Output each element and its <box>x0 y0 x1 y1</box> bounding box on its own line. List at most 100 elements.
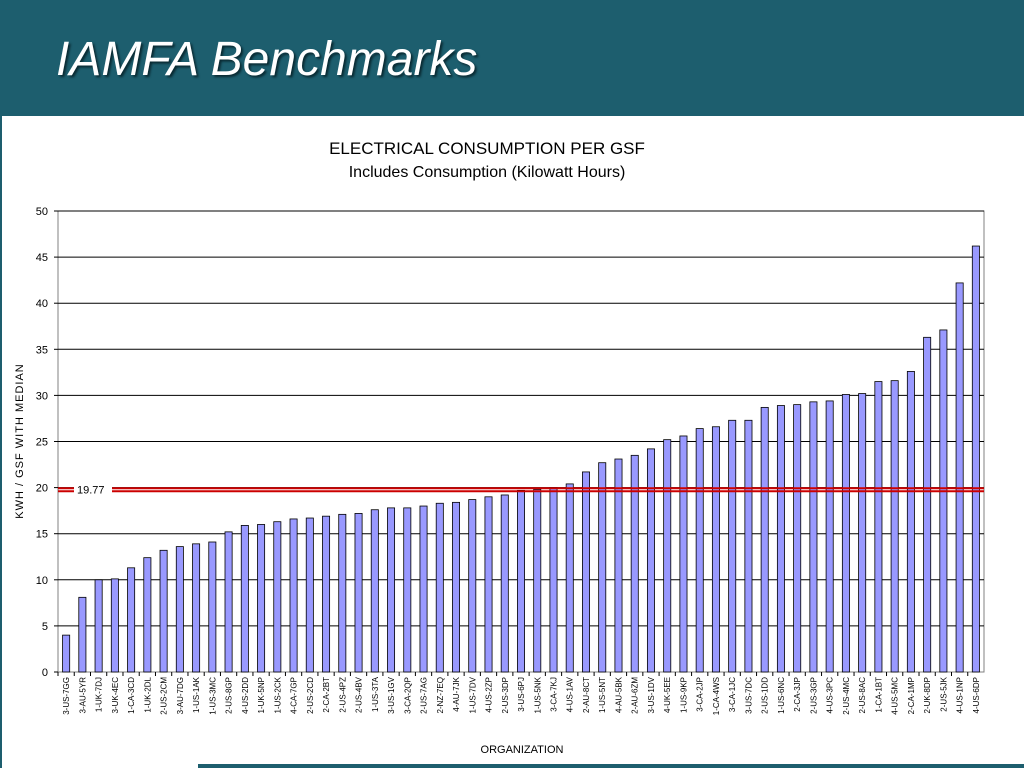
x-tick-label: 3-US-7DC <box>744 677 753 714</box>
x-tick-label: 2-UK-8DP <box>923 677 932 713</box>
x-tick-label: 1-UK-7DJ <box>95 677 104 712</box>
bar-1-CA-1BT <box>874 381 883 673</box>
x-tick-label: 1-US-5NK <box>533 676 542 713</box>
bar-4-US-2DD <box>240 525 249 673</box>
x-tick-label: 4-CA-7GP <box>290 677 299 714</box>
x-tick-label: 2-AU-6ZM <box>631 677 640 714</box>
x-tick-label: 4-US-1NP <box>956 677 965 713</box>
bar-4-AU-5BK <box>614 458 623 673</box>
x-tick-label: 1-US-3MC <box>208 677 217 715</box>
bar-3-US-6PJ <box>517 489 525 673</box>
x-tick-label: 1-US-3TA <box>371 676 380 712</box>
x-tick-label: 1-UK-5NP <box>257 677 266 713</box>
bar-2-US-4PZ <box>338 513 347 673</box>
left-rule <box>0 116 2 768</box>
bar-3-CA-2QP <box>403 507 412 673</box>
x-tick-label: 1-US-5NT <box>598 677 607 713</box>
x-tick-label: 2-US-2CM <box>160 677 169 715</box>
bar-3-US-1GV <box>387 507 396 673</box>
median-label: 19.77 <box>77 485 105 497</box>
x-tick-label: 3-US-1DV <box>647 676 656 713</box>
chart-title: ELECTRICAL CONSUMPTION PER GSF <box>329 139 645 158</box>
bar-1-UK-2DL <box>143 557 152 673</box>
bar-2-US-3GP <box>809 401 818 673</box>
bar-2-US-5JK <box>939 329 948 673</box>
bar-1-CA-4WS <box>711 426 720 673</box>
slide-header: IAMFA Benchmarks <box>0 0 1024 116</box>
x-tick-label: 4-US-5MC <box>891 677 900 715</box>
x-tick-label: 2-US-1DD <box>761 677 770 714</box>
bar-1-US-7DV <box>468 499 477 673</box>
bottom-rule <box>198 764 1024 768</box>
bar-2-CA-3JP <box>793 404 802 673</box>
bar-2-CA-2BT <box>322 515 331 673</box>
bar-2-US-8GP <box>224 531 233 673</box>
x-tick-label: 2-US-8AC <box>858 677 867 714</box>
bar-4-US-3PC <box>825 400 834 673</box>
x-tick-label: 2-US-3GP <box>809 677 818 714</box>
x-tick-label: 2-CA-1MP <box>907 677 916 714</box>
bar-2-US-2CD <box>305 517 314 673</box>
x-tick-label: 1-CA-4WS <box>712 677 721 715</box>
x-tick-label: 3-CA-2QP <box>403 677 412 714</box>
bar-1-US-6NC <box>776 405 785 673</box>
y-tick-label: 35 <box>36 344 48 356</box>
x-tick-label: 4-AU-5BK <box>614 676 623 713</box>
bar-2-AU-8CT <box>582 471 590 673</box>
x-tick-label: 2-CA-3JP <box>793 677 802 712</box>
bar-1-CA-3CD <box>127 567 136 673</box>
bar-1-US-5NT <box>598 462 607 673</box>
y-tick-label: 50 <box>36 206 48 218</box>
bar-2-US-7AG <box>419 505 428 673</box>
x-tick-label: 1-CA-3CD <box>127 677 136 714</box>
bar-3-AU-5YR <box>78 596 87 673</box>
x-tick-label: 4-US-3PC <box>826 677 835 714</box>
x-tick-label: 3-AU-5YR <box>78 677 87 714</box>
bar-4-CA-7GP <box>289 518 298 673</box>
x-tick-label: 3-UK-4EC <box>111 677 120 714</box>
bar-3-CA-7KJ <box>549 487 558 673</box>
x-tick-label: 2-US-7AG <box>420 677 429 714</box>
x-tick-label: 1-UK-2DL <box>143 676 152 712</box>
bar-4-US-2ZP <box>484 496 493 673</box>
bar-1-UK-7DJ <box>94 579 103 673</box>
median-line-group: 19.77 <box>58 483 984 497</box>
bar-1-US-9KP <box>679 435 688 673</box>
y-tick-label: 25 <box>36 437 48 449</box>
x-tick-label: 1-US-6NC <box>777 677 786 714</box>
y-tick-label: 20 <box>36 483 48 495</box>
x-tick-label: 2-US-8GP <box>225 677 234 714</box>
x-tick-label: 2-US-4MC <box>842 677 851 715</box>
x-tick-label: 3-US-1GV <box>387 676 396 714</box>
x-tick-label: 3-CA-1JC <box>728 677 737 712</box>
median-label-bg <box>74 483 112 496</box>
bar-4-UK-5EE <box>663 439 672 673</box>
x-tick-label: 3-CA-7KJ <box>549 677 558 712</box>
bar-3-AU-7DG <box>175 546 184 673</box>
bar-3-UK-4EC <box>110 578 119 673</box>
bar-1-US-3MC <box>208 541 217 673</box>
x-tick-label: 2-NZ-7EQ <box>436 677 445 713</box>
x-tick-label: 2-US-3DP <box>501 677 510 713</box>
x-tick-label: 2-US-2CD <box>306 677 315 714</box>
y-tick-label: 30 <box>36 390 48 402</box>
bar-3-US-7GG <box>62 634 71 673</box>
y-tick-label: 15 <box>36 529 48 541</box>
bar-4-AU-7JK <box>452 501 460 673</box>
x-tick-label: 4-AU-7JK <box>452 676 461 711</box>
y-tick-labels: 0 5 10 15 20 25 30 35 40 45 50 <box>36 206 48 679</box>
y-tick-label: 40 <box>36 298 48 310</box>
bar-4-US-6DP <box>971 245 980 673</box>
x-tick-label: 1-CA-1BT <box>874 677 883 713</box>
x-tick-label: 2-US-5JK <box>939 676 948 711</box>
x-tick-label: 4-US-2ZP <box>485 677 494 713</box>
bar-2-UK-8DP <box>923 336 932 673</box>
y-tick-label: 5 <box>42 621 48 633</box>
x-axis-label: ORGANIZATION <box>481 744 564 756</box>
x-tick-label: 4-UK-5EE <box>663 677 672 713</box>
bar-2-US-4MC <box>841 394 850 673</box>
x-tick-label: 1-US-9KP <box>679 677 688 713</box>
bar-2-US-4BV <box>354 513 363 673</box>
bar-1-US-3TA <box>370 509 379 673</box>
bar-2-CA-1MP <box>906 371 915 673</box>
